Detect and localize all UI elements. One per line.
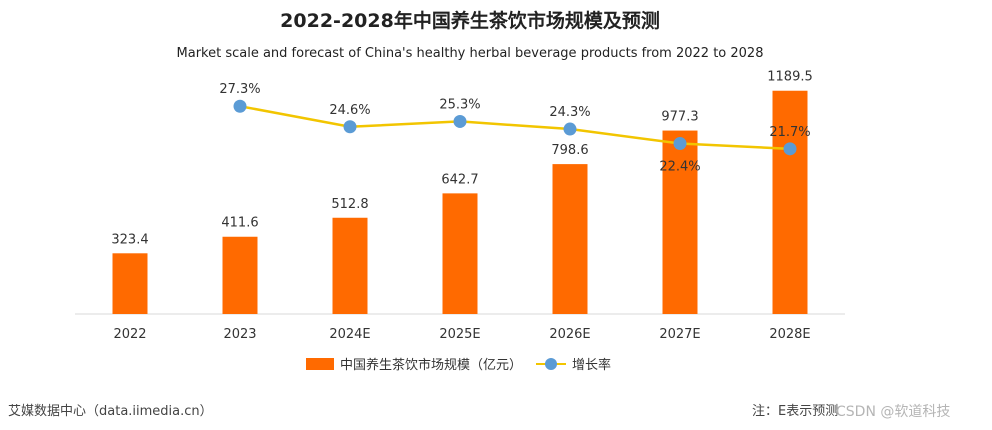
growth-rate-marker-2025E (453, 114, 467, 128)
legend-label-market-scale: 中国养生茶饮市场规模（亿元） (340, 358, 523, 373)
data-source: 艾媒数据中心（data.iimedia.cn） (8, 404, 213, 419)
legend-bar-swatch (306, 357, 334, 370)
growth-rate-label-2026E: 24.3% (549, 105, 590, 120)
bar-2026E (552, 164, 588, 314)
bar-value-label-2022: 323.4 (111, 232, 148, 247)
bar-2027E (662, 130, 698, 314)
growth-rate-marker-2023 (233, 99, 247, 113)
growth-rate-label-2027E: 22.4% (659, 160, 700, 175)
growth-rate-line (239, 104, 791, 151)
legend-label-growth-rate: 增长率 (572, 358, 612, 373)
x-tick-label-2025E: 2025E (439, 327, 480, 342)
chart-subtitle: Market scale and forecast of China's hea… (176, 46, 764, 61)
bar-value-label-2028E: 1189.5 (767, 70, 813, 85)
bar-value-label-2024E: 512.8 (331, 197, 368, 212)
bar-value-label-2025E: 642.7 (441, 172, 478, 187)
x-tick-label-2023: 2023 (223, 327, 256, 342)
chart-legend: 中国养生茶饮市场规模（亿元） 增长率 (306, 354, 625, 373)
legend-line-swatch (536, 357, 567, 370)
x-tick-label-2022: 2022 (113, 327, 146, 342)
growth-rate-marker-2024E (343, 120, 357, 134)
bar-2023 (222, 236, 258, 314)
forecast-note: 注：E表示预测 (752, 404, 839, 419)
chart-title: 2022-2028年中国养生茶饮市场规模及预测 (280, 10, 660, 32)
growth-rate-label-2023: 27.3% (219, 82, 260, 97)
bar-value-label-2027E: 977.3 (661, 110, 698, 125)
watermark: CSDN @软道科技 (836, 404, 951, 420)
growth-rate-marker-2026E (563, 122, 577, 136)
growth-rate-label-2025E: 25.3% (439, 97, 480, 112)
bar-2022 (112, 253, 148, 314)
legend-item-market-scale: 中国养生茶饮市场规模（亿元） (306, 354, 522, 373)
bar-value-label-2023: 411.6 (221, 216, 258, 231)
growth-rate-marker-2028E (783, 142, 797, 156)
legend-item-growth-rate: 增长率 (536, 354, 611, 373)
bar-2024E (332, 217, 368, 314)
growth-rate-label-2028E: 21.7% (769, 125, 810, 140)
x-tick-label-2026E: 2026E (549, 327, 590, 342)
x-tick-label-2028E: 2028E (769, 327, 810, 342)
bar-2025E (442, 193, 478, 314)
bar-2028E (772, 90, 808, 315)
growth-rate-label-2024E: 24.6% (329, 103, 370, 118)
x-tick-label-2027E: 2027E (659, 327, 700, 342)
growth-rate-marker-2027E (673, 137, 687, 151)
bar-value-label-2026E: 798.6 (551, 143, 588, 158)
x-tick-label-2024E: 2024E (329, 327, 370, 342)
